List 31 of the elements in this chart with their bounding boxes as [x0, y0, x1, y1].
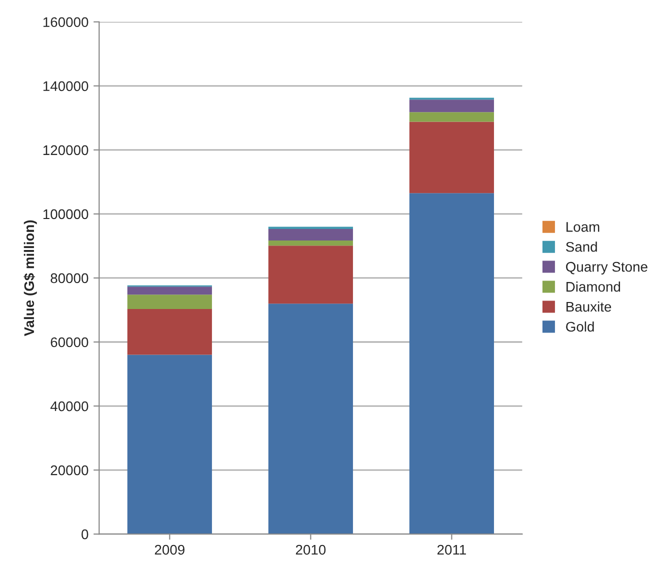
bar — [409, 122, 494, 194]
bar — [268, 240, 353, 246]
bar — [127, 294, 212, 310]
bar — [409, 100, 494, 112]
bar — [127, 309, 212, 355]
bar — [127, 354, 212, 534]
x-tick-label: 2010 — [296, 544, 326, 555]
legend-label: Loam — [566, 222, 600, 232]
y-tick-label: 60000 — [50, 337, 88, 348]
y-tick-label: 40000 — [50, 401, 88, 412]
bar — [127, 286, 212, 295]
y-axis-title: Value (G$ million) — [24, 220, 37, 336]
y-tick-label: 120000 — [43, 145, 88, 156]
y-tick-label: 100000 — [43, 209, 88, 220]
legend-label: Diamond — [566, 282, 620, 292]
legend-label: Quarry Stone — [566, 262, 648, 275]
bar — [268, 304, 353, 534]
legend-label: Gold — [566, 321, 594, 332]
bar — [268, 246, 353, 304]
bar — [409, 112, 494, 122]
y-tick-label: 140000 — [43, 81, 88, 92]
y-tick-label: 80000 — [50, 273, 88, 284]
x-tick-label: 2009 — [154, 544, 184, 555]
y-tick-label: 160000 — [43, 17, 88, 28]
y-tick-label: 0 — [82, 529, 88, 540]
bar — [268, 228, 353, 241]
legend-label: Sand — [566, 242, 597, 252]
x-tick-label: 2011 — [437, 544, 466, 555]
bar — [409, 193, 494, 534]
legend-label: Bauxite — [566, 301, 612, 312]
y-tick-label: 20000 — [50, 465, 88, 476]
